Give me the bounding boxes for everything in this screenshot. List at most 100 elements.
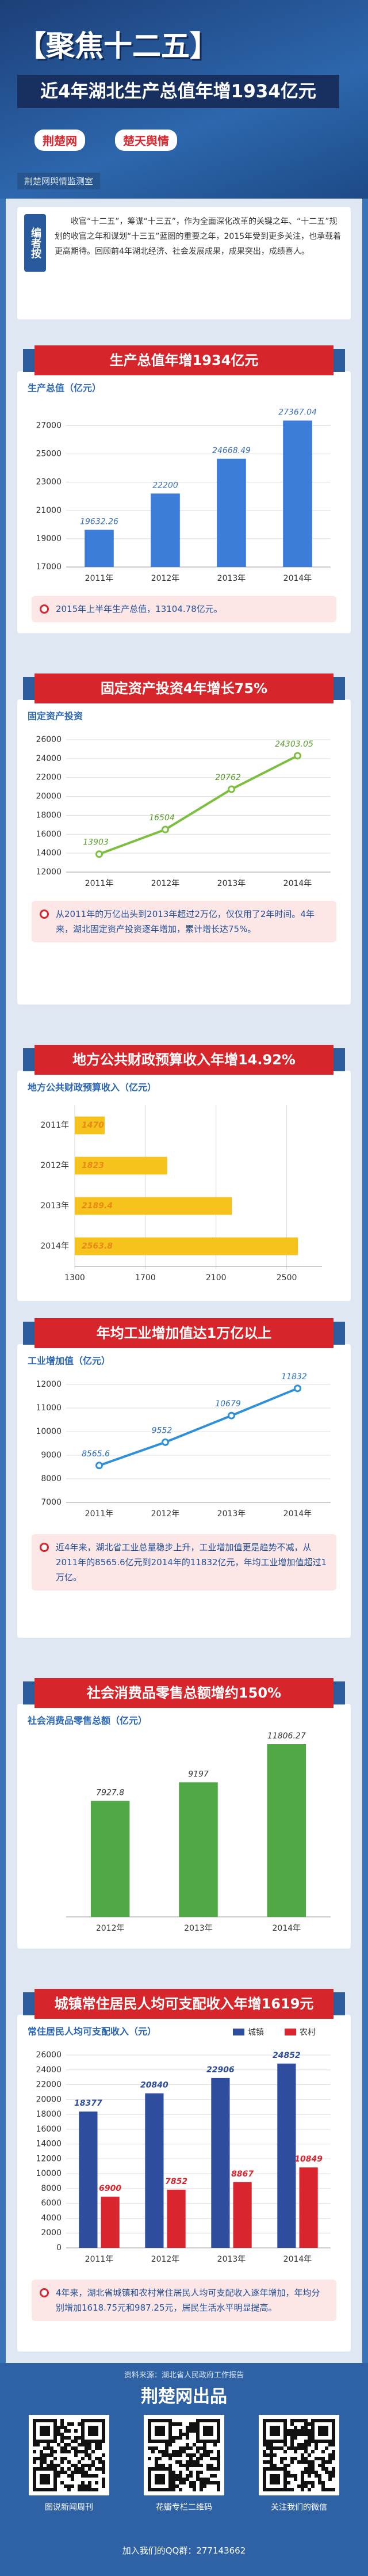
qr-cell [290, 2446, 294, 2450]
x-tick-label: 2014年 [283, 574, 312, 583]
qr-cell [168, 2464, 172, 2467]
value-label: 24668.49 [212, 446, 251, 455]
qr-cell [318, 2474, 321, 2478]
bar [145, 2093, 164, 2248]
x-tick-label: 2012年 [151, 574, 180, 583]
qr-cell [308, 2467, 311, 2471]
qr-cell [200, 2457, 203, 2460]
qr-cell [172, 2474, 175, 2478]
qr-cell [206, 2478, 210, 2481]
qr-cell [263, 2443, 266, 2446]
y-tick-label: 2012年 [40, 1161, 69, 1170]
qr-cell [217, 2453, 220, 2457]
qr-cell [81, 2467, 85, 2471]
header-tagline: 荆楚网舆情监测室 [17, 173, 101, 189]
qr-cell [155, 2460, 158, 2464]
qr-cell [287, 2446, 290, 2450]
qr-cell [98, 2457, 102, 2460]
qr-cell [297, 2443, 301, 2446]
qr-cell [186, 2436, 189, 2440]
qr-cell [71, 2484, 74, 2488]
qr-cell [189, 2464, 193, 2467]
qr-cell [266, 2443, 270, 2446]
qr-cell [311, 2471, 315, 2474]
qr-cell [304, 2467, 308, 2471]
qr-cell [321, 2460, 325, 2464]
qr-cell [78, 2460, 81, 2464]
y-tick-label: 6000 [41, 2199, 62, 2208]
value-label: 10679 [215, 1399, 241, 1409]
axis-title: 常住居民人均可支配收入（元） [28, 2026, 156, 2037]
qr-cell [263, 2453, 266, 2457]
qr-cell [301, 2426, 304, 2429]
qr-cell [40, 2453, 43, 2457]
qr-cell [36, 2457, 40, 2460]
qr-cell [172, 2450, 175, 2453]
qr-cell [270, 2446, 273, 2450]
qr-cell [95, 2488, 98, 2491]
qr-cell [328, 2474, 332, 2478]
qr-cell [318, 2481, 321, 2484]
qr-cell [60, 2450, 64, 2453]
qr-caption: 图说新闻周刊 [45, 2503, 93, 2512]
qr-cell [88, 2457, 91, 2460]
qr-cell [270, 2457, 273, 2460]
qr-finder [40, 2474, 50, 2484]
qr-cell [151, 2450, 155, 2453]
qr-cell [301, 2460, 304, 2464]
qr-cell [189, 2426, 193, 2429]
qr-cell [179, 2488, 182, 2491]
value-label: 1470 [82, 1121, 104, 1130]
point [294, 752, 301, 760]
qr-cell [179, 2481, 182, 2484]
qr-cell [193, 2426, 196, 2429]
qr-cell [203, 2453, 206, 2457]
qr-cell [60, 2457, 64, 2460]
bar [85, 530, 114, 567]
qr-cell [196, 2460, 200, 2464]
qr-cell [294, 2457, 297, 2460]
qr-cell [186, 2467, 189, 2471]
qr-cell [182, 2478, 186, 2481]
qr-cell [74, 2471, 78, 2474]
qr-cell [102, 2467, 105, 2471]
y-tick-label: 2000 [41, 2228, 62, 2238]
qr-cell [57, 2464, 60, 2467]
qr-cell [193, 2481, 196, 2484]
qr-cell [304, 2457, 308, 2460]
legend-label: 农村 [300, 2028, 316, 2037]
qr-cell [186, 2453, 189, 2457]
qr-cell [64, 2471, 67, 2474]
qr-cell [308, 2481, 311, 2484]
qr-cell [277, 2446, 280, 2450]
qr-cell [266, 2460, 270, 2464]
y-tick-label: 9000 [41, 1451, 62, 1460]
qr-cell [102, 2478, 105, 2481]
qr-cell [175, 2453, 179, 2457]
qr-cell [67, 2443, 71, 2446]
qr-cell [81, 2484, 85, 2488]
value-label: 20762 [215, 773, 241, 782]
y-tick-label: 12000 [36, 2154, 62, 2163]
qr-cell [290, 2433, 294, 2436]
qr-cell [332, 2471, 335, 2474]
qr-cell [294, 2426, 297, 2429]
bar [90, 1801, 130, 1917]
qr-cell [328, 2488, 332, 2491]
qr-cell [200, 2488, 203, 2491]
qr-cell [328, 2443, 332, 2446]
qr-cell [304, 2460, 308, 2464]
qr-cell [193, 2460, 196, 2464]
qr-cell [50, 2446, 53, 2450]
qr-cell [266, 2453, 270, 2457]
bar [75, 1156, 167, 1175]
qr-cell [294, 2450, 297, 2453]
qr-cell [179, 2478, 182, 2481]
qr-cell [193, 2488, 196, 2491]
note-box: 从2011年的万亿出头到2013年超过2万亿，仅仅用了2年时间。4年来，湖北固定… [32, 901, 336, 942]
qr-cell [175, 2422, 179, 2426]
qr-cell [40, 2464, 43, 2467]
point [228, 785, 235, 793]
qr-cell [67, 2484, 71, 2488]
